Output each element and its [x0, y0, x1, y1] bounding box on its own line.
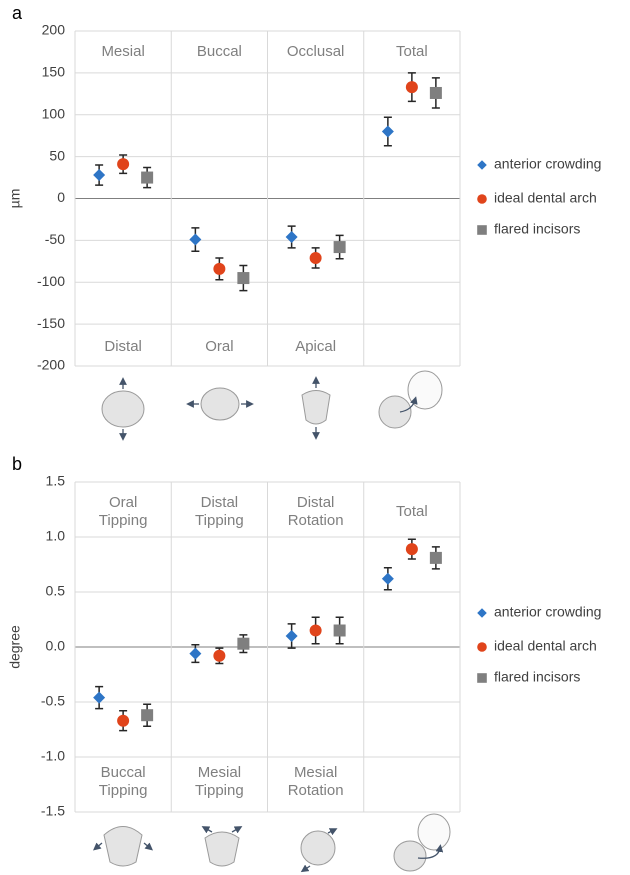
- y-tick-label: 200: [42, 22, 66, 38]
- marker: [213, 650, 225, 662]
- marker: [237, 272, 249, 284]
- marker: [237, 638, 249, 650]
- marker: [213, 263, 225, 275]
- panel-label: b: [12, 454, 22, 474]
- category-label: Buccal: [197, 43, 242, 60]
- y-tick-label: -1.0: [41, 748, 65, 764]
- legend-marker: [477, 194, 487, 204]
- marker: [189, 234, 201, 246]
- marker: [141, 709, 153, 721]
- marker: [310, 625, 322, 637]
- y-tick-label: 100: [42, 105, 66, 121]
- marker: [141, 172, 153, 184]
- panel-label: a: [12, 3, 23, 23]
- marker: [189, 648, 201, 660]
- legend-label: flared incisors: [494, 669, 580, 685]
- y-tick-label: -0.5: [41, 693, 65, 709]
- y-tick-label: 1.0: [46, 528, 66, 544]
- y-tick-label: 0.5: [46, 583, 66, 599]
- y-tick-label: -50: [45, 231, 65, 247]
- marker: [406, 543, 418, 555]
- legend-label: flared incisors: [494, 221, 580, 237]
- y-tick-label: 1.5: [46, 473, 66, 489]
- legend-marker: [477, 225, 487, 235]
- y-tick-label: -100: [37, 273, 65, 289]
- category-label: Mesial: [101, 43, 144, 60]
- category-label: Total: [396, 43, 428, 60]
- y-tick-label: -150: [37, 315, 65, 331]
- figure: a µm -200 -150 -100 -50 0 50 100 150 200 Mesial Dist…: [0, 0, 630, 875]
- marker: [286, 630, 298, 642]
- marker: [382, 573, 394, 585]
- category-label-bottom: Distal: [104, 338, 142, 355]
- marker: [286, 231, 298, 243]
- marker: [406, 81, 418, 93]
- legend-label: ideal dental arch: [494, 638, 597, 654]
- legend-label: ideal dental arch: [494, 190, 597, 206]
- legend-label: anterior crowding: [494, 156, 601, 172]
- marker: [430, 87, 442, 99]
- category-label-bottom: Apical: [295, 338, 336, 355]
- category-label: Total: [396, 503, 428, 520]
- y-tick-label: 50: [49, 147, 65, 163]
- category-label-bottom: Oral: [205, 338, 233, 355]
- y-axis-label: degree: [7, 625, 23, 669]
- legend-marker: [477, 642, 487, 652]
- marker: [117, 158, 129, 170]
- y-tick-label: 150: [42, 64, 66, 80]
- legend-marker: [477, 673, 487, 683]
- marker: [334, 625, 346, 637]
- marker: [430, 552, 442, 564]
- marker: [382, 126, 394, 138]
- marker: [310, 252, 322, 264]
- y-tick-label: 0.0: [46, 638, 66, 654]
- y-tick-label: -200: [37, 357, 65, 373]
- legend-marker: [477, 608, 487, 618]
- marker: [117, 715, 129, 727]
- y-axis-label: µm: [7, 189, 23, 209]
- legend-label: anterior crowding: [494, 604, 601, 620]
- marker: [93, 169, 105, 181]
- tooth-icons: [96, 371, 450, 871]
- marker: [334, 241, 346, 253]
- y-tick-label: -1.5: [41, 803, 65, 819]
- category-label: Occlusal: [287, 43, 345, 60]
- y-tick-label: 0: [57, 189, 65, 205]
- legend-marker: [477, 160, 487, 170]
